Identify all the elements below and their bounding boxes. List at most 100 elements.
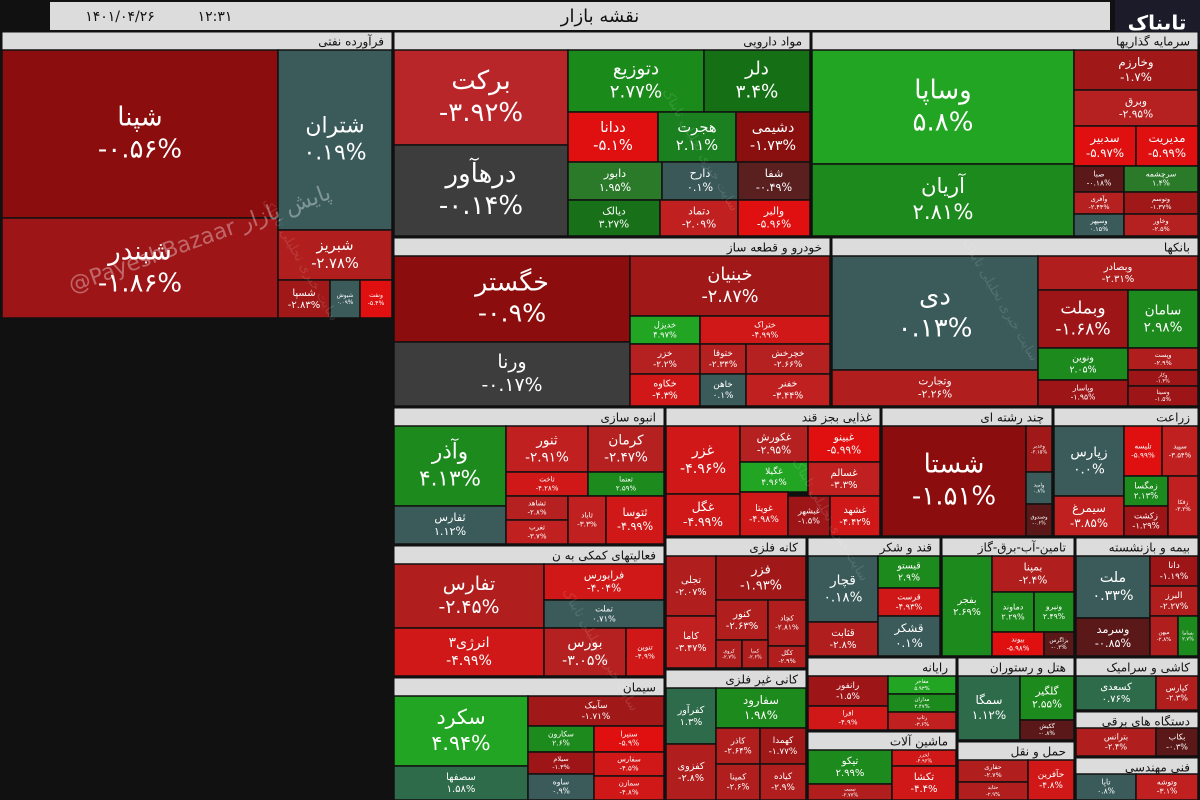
- tile-change: ۲.۸۱%: [913, 199, 974, 224]
- tile-change: ۰.۱%: [895, 636, 923, 650]
- tile-change: -۰.۹%: [478, 299, 546, 328]
- tile-change: -۳.۵۴%: [1169, 451, 1192, 459]
- tile-name: کگل: [781, 649, 793, 657]
- tile-name: کمیا: [751, 648, 760, 654]
- tile: [715, 599, 769, 641]
- tile-name: غسالم: [831, 468, 858, 479]
- tile-name: ثاباد: [581, 510, 593, 519]
- tile-name: قثابت: [831, 628, 855, 639]
- tile-name: کسعدی: [1100, 682, 1132, 693]
- tile-change: -۴.۹۶%: [680, 461, 726, 477]
- tile-change: -۲.۳%: [1166, 694, 1188, 703]
- tile-name: رتاپ: [917, 715, 928, 721]
- tile: [393, 341, 631, 407]
- tile-change: -۵.۴%: [368, 300, 385, 307]
- tile-name: رانفور: [836, 681, 859, 691]
- sector-name: حمل و نقل: [1011, 745, 1066, 760]
- tile-change: ۴.۹۴%: [431, 731, 490, 755]
- tile-change: -۳.۰۵%: [562, 653, 608, 669]
- sector-name: بانکها: [1164, 241, 1190, 255]
- tile-change: -۱.۷۳%: [750, 138, 796, 154]
- tile-name: دانا: [1168, 561, 1180, 571]
- tile-name: قچار: [829, 574, 856, 589]
- tile-name: سفارس: [617, 755, 641, 764]
- tile-name: ختوقا: [713, 349, 733, 359]
- tile: [715, 555, 807, 601]
- sector: کانه فلزی تجلی-۲.۰۷% فزر -۱.۹۳% کنور-۲.۶۳% کچ…: [665, 537, 807, 669]
- tile-change: -۱.۷۷%: [769, 747, 798, 757]
- tile-change: -۱.۹۵%: [1071, 393, 1096, 402]
- tile-name: ونیرو: [1045, 602, 1062, 611]
- tile-name: ثغرب: [529, 523, 545, 532]
- sector-name: غذایی بجز قند: [802, 411, 872, 426]
- tile-name: بورس: [567, 635, 602, 651]
- tile: [1155, 727, 1199, 757]
- tile-name: وآذر: [431, 438, 468, 465]
- tile-change: ۲.۵۹%: [616, 483, 637, 492]
- sector-name: سرمایه گذاریها: [1116, 35, 1190, 50]
- tile-change: -۵.۹۹%: [1148, 146, 1186, 160]
- tile: [891, 765, 957, 800]
- tile-name: کنور: [732, 609, 751, 620]
- tile: [625, 627, 665, 677]
- tile: [759, 727, 807, 765]
- tile: [1033, 591, 1075, 633]
- tile: [759, 763, 807, 800]
- tile-change: -۲.۹%: [986, 792, 1000, 798]
- tile-name: مدیریت: [1148, 131, 1185, 146]
- tile-change: -۱.۷%: [1120, 70, 1152, 84]
- tile-name: خفنر: [778, 379, 798, 390]
- tile-name: دشیمی: [752, 120, 795, 136]
- tile-name: سفارود: [743, 693, 779, 708]
- tile: [1073, 125, 1137, 167]
- tile-change: -۳.۶%: [915, 722, 929, 728]
- tile-name: وبملت: [1060, 298, 1105, 318]
- tile-name: کاما: [683, 631, 699, 642]
- tile-change: -۰.۸%: [1039, 731, 1055, 737]
- sector-name: هتل و رستوران: [990, 661, 1066, 676]
- tile: [1167, 475, 1199, 537]
- tile-change: -۴.۹%: [838, 717, 857, 726]
- tile-name: ونفت: [369, 292, 383, 299]
- tile-name: وتوسم: [1152, 195, 1170, 203]
- tile-change: -۱.۲۹%: [1132, 521, 1159, 531]
- tile: [393, 695, 529, 767]
- tile-name: وسینا: [1156, 390, 1169, 396]
- tile-change: -۱.۶۸%: [1055, 320, 1110, 340]
- tile-change: -۲.۸%: [829, 640, 856, 651]
- tile-change: -۲.۸۱%: [775, 623, 799, 632]
- tile-change: ۲.۰۵%: [1069, 364, 1096, 375]
- tile-change: -۰.۳%: [1166, 743, 1188, 752]
- tile-name: شبندر: [106, 236, 172, 266]
- tile-change: -۲.۷۸%: [311, 255, 359, 272]
- tile-name: تیکو: [841, 756, 859, 767]
- tile-change: ۲.۹%: [898, 572, 920, 583]
- tile-change: -۱.۳%: [552, 763, 570, 771]
- tile-name: بترانس: [1104, 731, 1128, 741]
- tile-change: -۰.۱۴%: [439, 191, 523, 221]
- tile-name: شسپا: [292, 288, 315, 299]
- tile-name: فرابورس: [584, 569, 624, 581]
- sector-name: کانه فلزی: [749, 541, 798, 556]
- tile: [1075, 555, 1151, 619]
- tile-change: ۲.۶%: [552, 739, 570, 748]
- tile: [807, 555, 879, 623]
- sector-name: فنی مهندسی: [1125, 761, 1190, 775]
- tile-name: ددانا: [600, 119, 626, 136]
- tile-name: بکاب: [1169, 732, 1186, 741]
- tile-change: ۰.۷۱%: [592, 614, 616, 624]
- tile-name: سیلام: [553, 755, 568, 763]
- tile-name: شتران: [305, 113, 364, 138]
- tile-name: زمگسا: [1134, 480, 1157, 490]
- tile-change: ۴.۹۷%: [653, 330, 677, 340]
- tile-name: غبینو: [833, 431, 855, 443]
- tile-name: زکشت: [1134, 510, 1158, 520]
- tile-name: بیوند: [1011, 635, 1024, 644]
- sector-name: چند رشته ای: [980, 411, 1044, 426]
- tile-name: دابور: [603, 167, 626, 180]
